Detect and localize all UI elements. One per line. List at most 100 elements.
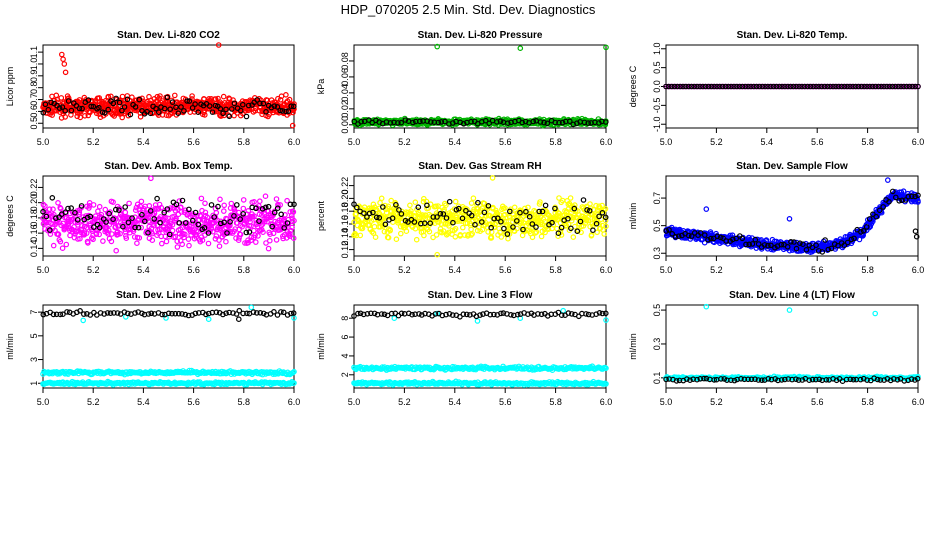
- data-point: [260, 100, 267, 107]
- data-point: [844, 83, 851, 90]
- data-point: [903, 83, 910, 90]
- data-point: [53, 92, 60, 99]
- x-tick-label: 5.2: [710, 137, 723, 147]
- data-point: [58, 95, 65, 101]
- data-point: [55, 200, 61, 206]
- plot-frame: [42, 44, 295, 129]
- data-point: [124, 96, 131, 103]
- data-point: [56, 105, 63, 111]
- data-point: [85, 97, 92, 103]
- data-point: [202, 200, 208, 207]
- data-point: [65, 95, 72, 101]
- data-point: [201, 96, 207, 102]
- data-point: [228, 200, 235, 207]
- data-point: [186, 98, 193, 104]
- data-point: [57, 205, 64, 212]
- data-point: [198, 195, 205, 202]
- data-point: [688, 83, 695, 90]
- panel-title: Stan. Dev. Sample Flow: [736, 161, 848, 172]
- data-point: [807, 83, 814, 90]
- data-point: [705, 83, 712, 90]
- data-point: [185, 236, 192, 242]
- data-point: [96, 95, 103, 101]
- data-point: [779, 83, 785, 90]
- data-point: [234, 202, 240, 208]
- data-point: [770, 83, 777, 90]
- data-point: [273, 237, 280, 243]
- data-point: [900, 83, 907, 90]
- x-tick-label: 5.8: [861, 137, 874, 147]
- data-point: [100, 238, 106, 244]
- data-point: [787, 83, 794, 90]
- data-point: [387, 120, 394, 126]
- x-tick-label: 5.4: [449, 137, 462, 147]
- data-point: [816, 83, 822, 90]
- outlier-point: [61, 61, 68, 67]
- data-point: [205, 240, 212, 247]
- data-point: [82, 219, 88, 226]
- data-point: [265, 245, 272, 252]
- data-point: [217, 196, 223, 203]
- data-point: [519, 119, 526, 126]
- data-point: [129, 94, 135, 101]
- data-point: [559, 119, 566, 126]
- outlier-point: [703, 206, 710, 212]
- outlier-point: [786, 216, 793, 222]
- data-point: [226, 113, 233, 120]
- data-point: [410, 119, 416, 126]
- panel-title: Stan. Dev. Li-820 Temp.: [737, 30, 848, 41]
- data-point: [556, 119, 562, 126]
- y-tick-label: 3: [29, 357, 39, 362]
- data-point: [62, 114, 68, 120]
- data-point: [682, 83, 689, 90]
- data-point: [677, 83, 684, 90]
- data-point: [799, 83, 805, 90]
- data-point: [132, 104, 139, 110]
- outlier-point: [58, 51, 65, 58]
- y-axis-label: ml/min: [628, 203, 638, 230]
- data-point: [110, 100, 117, 107]
- y-tick-label: 5: [29, 333, 39, 338]
- y-tick-label: 2: [340, 372, 350, 377]
- data-point: [719, 83, 726, 90]
- data-point: [254, 97, 261, 103]
- data-point: [544, 120, 551, 127]
- data-point: [511, 204, 518, 211]
- outlier-point: [60, 56, 66, 63]
- data-point: [602, 119, 609, 125]
- x-tick-label: 5.6: [499, 137, 512, 147]
- data-point: [878, 83, 885, 90]
- y-axis-label: ml/min: [316, 333, 326, 360]
- x-tick-label: 5.0: [348, 265, 361, 275]
- data-point: [745, 83, 751, 90]
- data-point: [790, 83, 797, 90]
- data-point: [402, 117, 409, 123]
- data-point: [57, 238, 64, 245]
- outlier-point: [236, 316, 242, 323]
- panel-4: Stan. Dev. Amb. Box Temp.degrees C5.0 5.2…: [5, 161, 300, 275]
- data-point: [372, 234, 379, 241]
- data-point: [702, 83, 709, 90]
- data-point: [542, 202, 549, 209]
- data-point: [427, 119, 434, 125]
- x-tick-label: 5.0: [348, 137, 361, 147]
- y-tick-label: 0.5: [652, 219, 662, 232]
- data-point: [274, 104, 281, 110]
- data-point: [869, 83, 876, 90]
- data-point: [906, 83, 913, 90]
- y-tick-label: 0.08: [340, 52, 350, 70]
- data-point: [273, 196, 280, 202]
- data-point: [59, 104, 66, 110]
- data-point: [818, 83, 825, 90]
- data-point: [220, 110, 226, 117]
- data-point: [728, 83, 734, 90]
- data-point: [49, 112, 56, 118]
- outlier-point: [434, 43, 441, 50]
- data-point: [113, 247, 120, 254]
- data-point: [255, 233, 261, 239]
- data-point: [889, 83, 896, 90]
- data-point: [127, 111, 134, 118]
- y-tick-label: 6: [340, 335, 350, 340]
- x-tick-label: 5.4: [761, 137, 774, 147]
- data-point: [266, 237, 273, 244]
